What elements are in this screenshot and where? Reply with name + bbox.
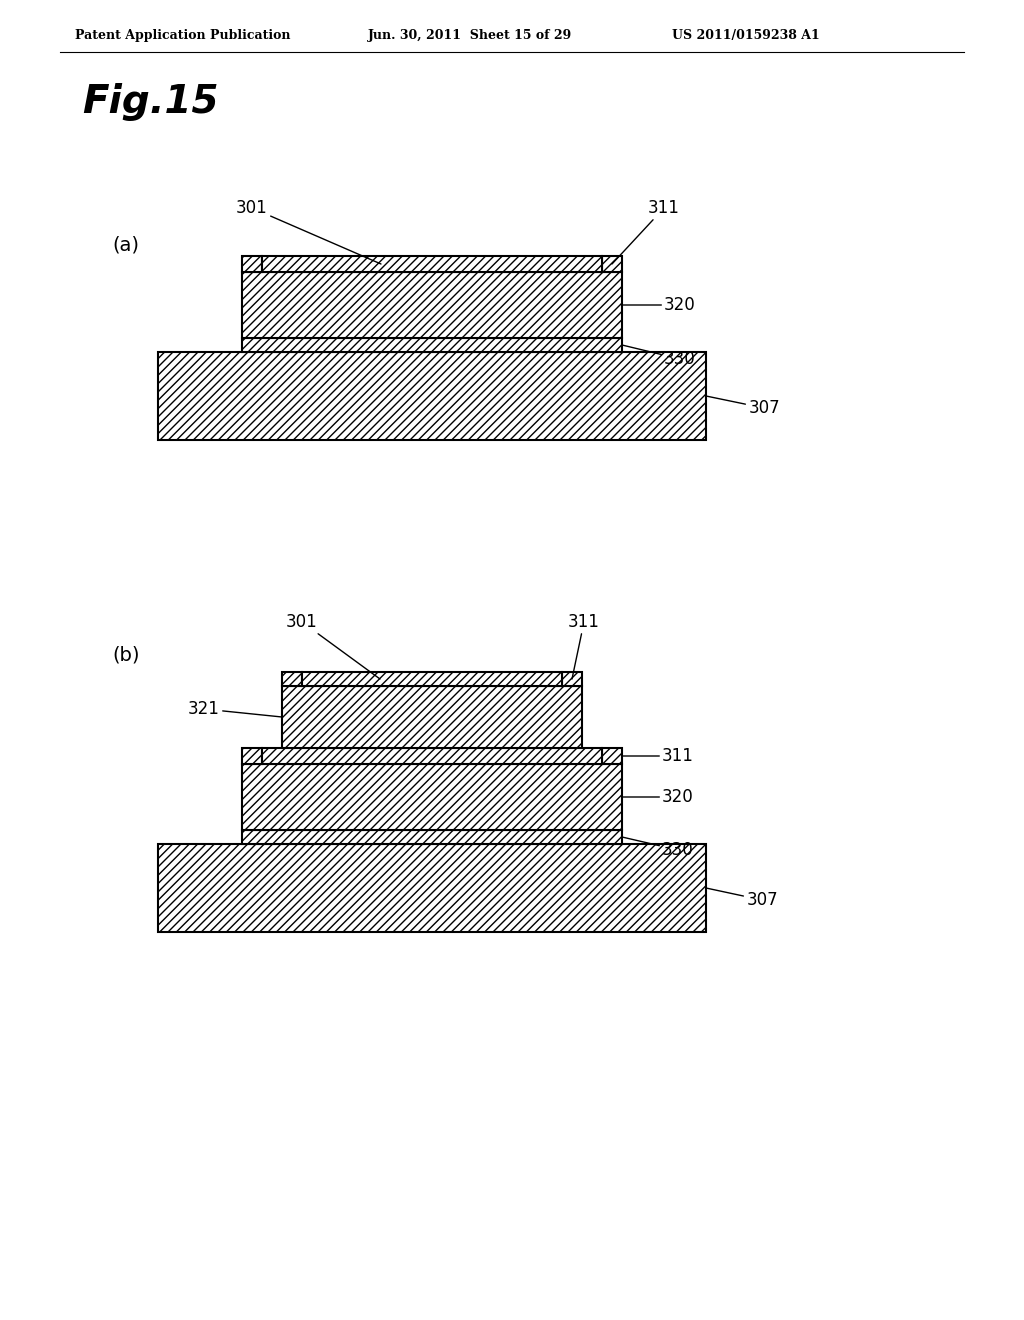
Bar: [602, 748, 622, 764]
Bar: [242, 256, 262, 272]
Bar: [158, 843, 706, 932]
Text: 311: 311: [622, 747, 694, 766]
Text: 320: 320: [622, 788, 694, 807]
Bar: [562, 672, 582, 686]
Bar: [302, 672, 562, 686]
Bar: [158, 352, 706, 440]
Bar: [282, 686, 582, 748]
Text: 330: 330: [622, 837, 694, 859]
Bar: [242, 764, 622, 830]
Text: 330: 330: [622, 345, 696, 368]
Text: 311: 311: [612, 199, 680, 264]
Text: 321: 321: [188, 700, 282, 718]
Text: Fig.15: Fig.15: [82, 83, 218, 121]
Bar: [242, 748, 262, 764]
Bar: [262, 748, 602, 764]
Bar: [242, 272, 622, 338]
Text: Patent Application Publication: Patent Application Publication: [75, 29, 291, 42]
Text: (a): (a): [112, 235, 139, 255]
Text: 320: 320: [622, 296, 696, 314]
Text: 307: 307: [706, 888, 778, 909]
Text: Jun. 30, 2011  Sheet 15 of 29: Jun. 30, 2011 Sheet 15 of 29: [368, 29, 572, 42]
Text: 301: 301: [286, 612, 380, 678]
Bar: [262, 256, 602, 272]
Bar: [242, 338, 622, 352]
Bar: [602, 256, 622, 272]
Text: 307: 307: [706, 396, 780, 417]
Text: US 2011/0159238 A1: US 2011/0159238 A1: [672, 29, 820, 42]
Bar: [282, 672, 302, 686]
Text: 311: 311: [568, 612, 600, 678]
Text: 301: 301: [237, 199, 381, 264]
Text: (b): (b): [112, 645, 139, 664]
Bar: [242, 830, 622, 843]
